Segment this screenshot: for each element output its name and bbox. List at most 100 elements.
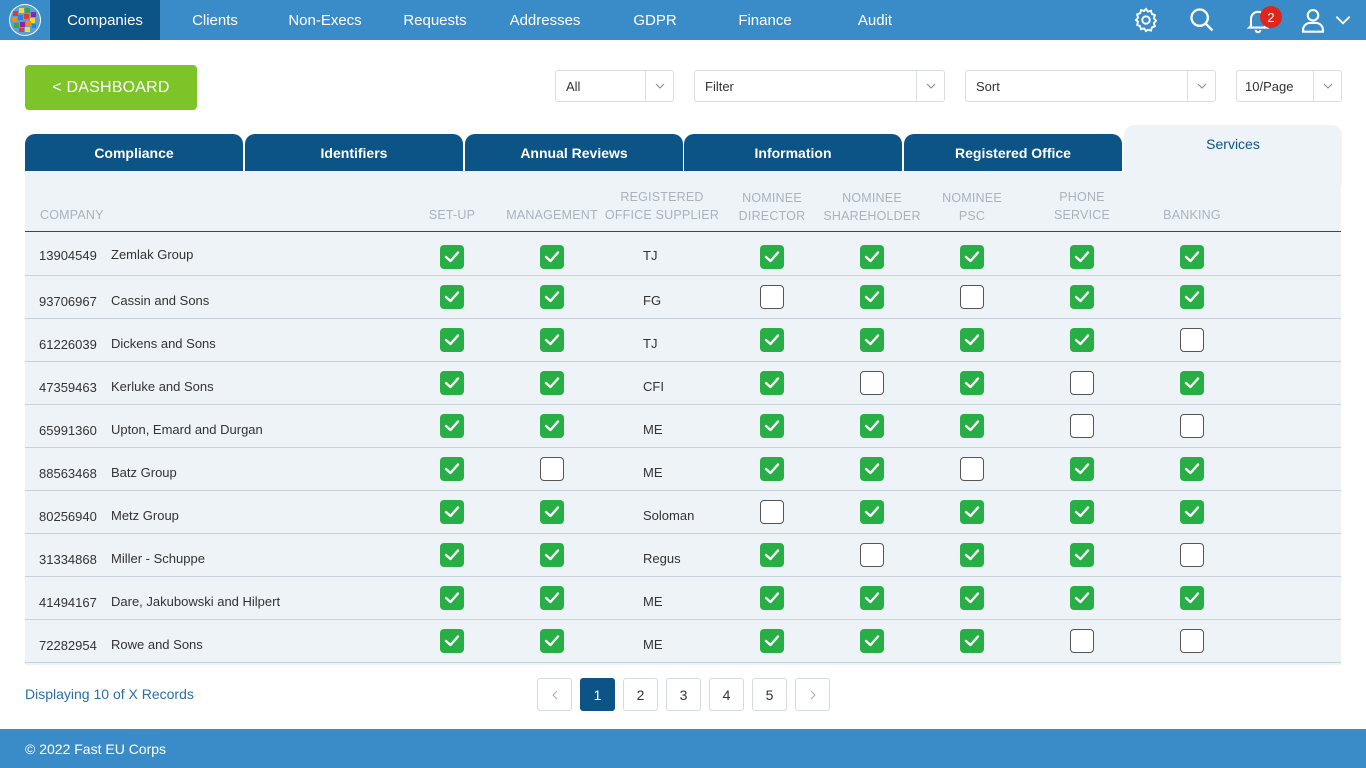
nav-item-requests[interactable]: Requests bbox=[403, 11, 467, 29]
nominee-director-checkbox[interactable] bbox=[760, 328, 784, 352]
setup-checkbox[interactable] bbox=[440, 245, 464, 269]
phone-service-checkbox[interactable] bbox=[1070, 586, 1094, 610]
banking-checkbox[interactable] bbox=[1180, 586, 1204, 610]
table-row[interactable]: 61226039 Dickens and Sons TJ bbox=[25, 319, 1341, 362]
nav-item-addresses[interactable]: Addresses bbox=[509, 11, 581, 29]
banking-checkbox[interactable] bbox=[1180, 371, 1204, 395]
company-name[interactable]: Kerluke and Sons bbox=[111, 379, 214, 394]
company-name[interactable]: Cassin and Sons bbox=[111, 293, 210, 308]
company-name[interactable]: Upton, Emard and Durgan bbox=[111, 422, 263, 437]
nav-item-clients[interactable]: Clients bbox=[192, 11, 238, 29]
management-checkbox[interactable] bbox=[540, 285, 564, 309]
banking-checkbox[interactable] bbox=[1180, 543, 1204, 567]
company-name[interactable]: Rowe and Sons bbox=[111, 637, 203, 652]
phone-service-checkbox[interactable] bbox=[1070, 371, 1094, 395]
nominee-director-checkbox[interactable] bbox=[760, 629, 784, 653]
dashboard-button[interactable]: < DASHBOARD bbox=[25, 65, 197, 110]
table-row[interactable]: 72282954 Rowe and Sons ME bbox=[25, 620, 1341, 663]
setup-checkbox[interactable] bbox=[440, 629, 464, 653]
page-button-1[interactable]: 1 bbox=[580, 678, 615, 711]
gear-icon[interactable] bbox=[1118, 0, 1174, 40]
nav-item-audit[interactable]: Audit bbox=[857, 11, 893, 29]
table-row[interactable]: 47359463 Kerluke and Sons CFI bbox=[25, 362, 1341, 405]
tab-identifiers[interactable]: Identifiers bbox=[245, 134, 463, 172]
management-checkbox[interactable] bbox=[540, 457, 564, 481]
banking-checkbox[interactable] bbox=[1180, 328, 1204, 352]
banking-checkbox[interactable] bbox=[1180, 457, 1204, 481]
setup-checkbox[interactable] bbox=[440, 586, 464, 610]
nav-item-companies[interactable]: Companies bbox=[50, 0, 160, 40]
phone-service-checkbox[interactable] bbox=[1070, 328, 1094, 352]
table-row[interactable]: 31334868 Miller - Schuppe Regus bbox=[25, 534, 1341, 577]
nominee-psc-checkbox[interactable] bbox=[960, 543, 984, 567]
sort-select[interactable]: Sort bbox=[965, 70, 1216, 102]
management-checkbox[interactable] bbox=[540, 245, 564, 269]
nominee-psc-checkbox[interactable] bbox=[960, 245, 984, 269]
management-checkbox[interactable] bbox=[540, 371, 564, 395]
user-menu[interactable] bbox=[1286, 0, 1366, 40]
filter-select[interactable]: Filter bbox=[694, 70, 945, 102]
scope-select[interactable]: All bbox=[555, 70, 674, 102]
phone-service-checkbox[interactable] bbox=[1070, 414, 1094, 438]
table-row[interactable]: 80256940 Metz Group Soloman bbox=[25, 491, 1341, 534]
nominee-shareholder-checkbox[interactable] bbox=[860, 285, 884, 309]
nav-item-gdpr[interactable]: GDPR bbox=[633, 11, 677, 29]
tab-compliance[interactable]: Compliance bbox=[25, 134, 243, 172]
setup-checkbox[interactable] bbox=[440, 457, 464, 481]
nominee-shareholder-checkbox[interactable] bbox=[860, 457, 884, 481]
table-row[interactable]: 65991360 Upton, Emard and Durgan ME bbox=[25, 405, 1341, 448]
nominee-psc-checkbox[interactable] bbox=[960, 629, 984, 653]
page-size-select[interactable]: 10/Page bbox=[1236, 70, 1342, 102]
prev-page-button[interactable] bbox=[537, 678, 572, 711]
table-row[interactable]: 93706967 Cassin and Sons FG bbox=[25, 276, 1341, 319]
setup-checkbox[interactable] bbox=[440, 414, 464, 438]
phone-service-checkbox[interactable] bbox=[1070, 629, 1094, 653]
nominee-shareholder-checkbox[interactable] bbox=[860, 629, 884, 653]
phone-service-checkbox[interactable] bbox=[1070, 285, 1094, 309]
company-name[interactable]: Zemlak Group bbox=[111, 247, 194, 262]
management-checkbox[interactable] bbox=[540, 500, 564, 524]
nominee-director-checkbox[interactable] bbox=[760, 457, 784, 481]
table-row[interactable]: 88563468 Batz Group ME bbox=[25, 448, 1341, 491]
company-name[interactable]: Batz Group bbox=[111, 465, 177, 480]
tab-annual-reviews[interactable]: Annual Reviews bbox=[465, 134, 683, 172]
phone-service-checkbox[interactable] bbox=[1070, 245, 1094, 269]
nominee-psc-checkbox[interactable] bbox=[960, 586, 984, 610]
nominee-director-checkbox[interactable] bbox=[760, 586, 784, 610]
banking-checkbox[interactable] bbox=[1180, 500, 1204, 524]
page-button-5[interactable]: 5 bbox=[752, 678, 787, 711]
nominee-shareholder-checkbox[interactable] bbox=[860, 543, 884, 567]
search-icon[interactable] bbox=[1174, 0, 1230, 40]
management-checkbox[interactable] bbox=[540, 543, 564, 567]
setup-checkbox[interactable] bbox=[440, 285, 464, 309]
globe-logo-icon[interactable] bbox=[0, 0, 50, 40]
table-row[interactable]: 13904549 Zemlak Group TJ bbox=[25, 233, 1341, 276]
nominee-shareholder-checkbox[interactable] bbox=[860, 371, 884, 395]
management-checkbox[interactable] bbox=[540, 328, 564, 352]
banking-checkbox[interactable] bbox=[1180, 629, 1204, 653]
nav-item-non-execs[interactable]: Non-Execs bbox=[288, 11, 362, 29]
management-checkbox[interactable] bbox=[540, 586, 564, 610]
bell-icon[interactable]: 2 bbox=[1230, 0, 1286, 40]
table-row[interactable]: 41494167 Dare, Jakubowski and Hilpert ME bbox=[25, 577, 1341, 620]
phone-service-checkbox[interactable] bbox=[1070, 543, 1094, 567]
nominee-director-checkbox[interactable] bbox=[760, 371, 784, 395]
setup-checkbox[interactable] bbox=[440, 500, 464, 524]
setup-checkbox[interactable] bbox=[440, 371, 464, 395]
nominee-shareholder-checkbox[interactable] bbox=[860, 328, 884, 352]
next-page-button[interactable] bbox=[795, 678, 830, 711]
management-checkbox[interactable] bbox=[540, 629, 564, 653]
nominee-shareholder-checkbox[interactable] bbox=[860, 245, 884, 269]
banking-checkbox[interactable] bbox=[1180, 285, 1204, 309]
page-button-3[interactable]: 3 bbox=[666, 678, 701, 711]
company-name[interactable]: Dickens and Sons bbox=[111, 336, 216, 351]
company-name[interactable]: Miller - Schuppe bbox=[111, 551, 205, 566]
phone-service-checkbox[interactable] bbox=[1070, 500, 1094, 524]
nominee-psc-checkbox[interactable] bbox=[960, 500, 984, 524]
company-name[interactable]: Dare, Jakubowski and Hilpert bbox=[111, 594, 281, 609]
tab-registered-office[interactable]: Registered Office bbox=[904, 134, 1122, 172]
nominee-director-checkbox[interactable] bbox=[760, 543, 784, 567]
nominee-shareholder-checkbox[interactable] bbox=[860, 500, 884, 524]
banking-checkbox[interactable] bbox=[1180, 414, 1204, 438]
nominee-director-checkbox[interactable] bbox=[760, 285, 784, 309]
